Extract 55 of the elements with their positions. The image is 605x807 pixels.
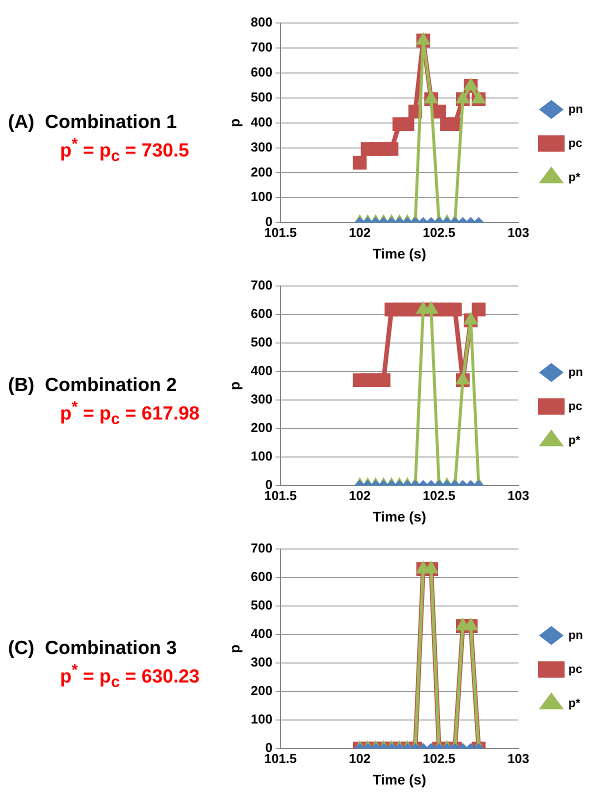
x-tick-label: 103	[507, 224, 530, 240]
y-tick-label: 600	[250, 569, 272, 584]
x-axis-title: Time (s)	[372, 771, 426, 788]
x-tick-label: 102	[348, 488, 371, 503]
y-tick-label: 800	[250, 14, 272, 30]
legend-label: pc	[568, 398, 583, 413]
text: (C) Combination 3	[8, 638, 178, 660]
y-axis-title: p	[226, 382, 242, 390]
y-tick-label: 400	[250, 626, 272, 642]
y-tick-label: 500	[250, 598, 272, 613]
y-tick-label: 700	[250, 278, 272, 293]
legend-label: pn	[568, 364, 584, 379]
x-axis-title: Time (s)	[372, 508, 426, 524]
x-axis-title: Time (s)	[372, 245, 426, 262]
y-tick-label: 0	[265, 740, 272, 756]
y-tick-label: 400	[250, 363, 272, 378]
y-tick-label: 200	[250, 164, 272, 180]
x-tick-label: 102	[348, 224, 371, 240]
y-tick-label: 200	[250, 420, 272, 436]
legend-label: p*	[568, 170, 581, 184]
legend-label: pn	[568, 628, 584, 642]
y-tick-label: 600	[250, 64, 272, 80]
y-axis-title: p	[226, 118, 242, 128]
legend-label: pn	[568, 102, 584, 116]
y-tick-label: 100	[250, 712, 272, 727]
y-tick-label: 700	[250, 540, 272, 556]
x-tick-label: 102	[348, 750, 371, 766]
x-tick-label: 103	[507, 750, 530, 766]
x-tick-label: 103	[507, 488, 530, 503]
y-tick-label: 100	[250, 189, 272, 204]
legend-label: pc	[568, 136, 583, 150]
y-tick-label: 0	[265, 214, 272, 230]
x-tick-label: 102.5	[422, 750, 456, 766]
text: p$^{*}$ = p$_{c}$ = 617.98	[59, 399, 201, 430]
y-tick-label: 300	[250, 139, 272, 154]
text: (A) Combination 1	[8, 112, 178, 134]
y-axis-title: p	[226, 644, 242, 654]
y-tick-label: 500	[250, 89, 272, 104]
x-tick-label: 102.5	[422, 224, 456, 240]
y-tick-label: 300	[250, 654, 272, 670]
x-tick-label: 102.5	[422, 488, 456, 503]
y-tick-label: 300	[250, 392, 272, 407]
legend-label: p*	[568, 432, 581, 447]
text: (B) Combination 2	[8, 375, 178, 398]
y-tick-label: 500	[250, 334, 272, 350]
y-tick-label: 0	[265, 477, 272, 492]
y-tick-label: 400	[250, 114, 272, 130]
text: p$^{*}$ = p$_{c}$ = 630.23	[59, 662, 201, 693]
y-tick-label: 100	[250, 448, 272, 464]
legend-label: p*	[568, 696, 581, 710]
text: p$^{*}$ = p$_{c}$ = 730.5	[59, 136, 190, 167]
y-tick-label: 200	[250, 683, 272, 698]
legend-label: pc	[568, 662, 583, 676]
y-tick-label: 600	[250, 306, 272, 322]
y-tick-label: 700	[250, 40, 272, 55]
